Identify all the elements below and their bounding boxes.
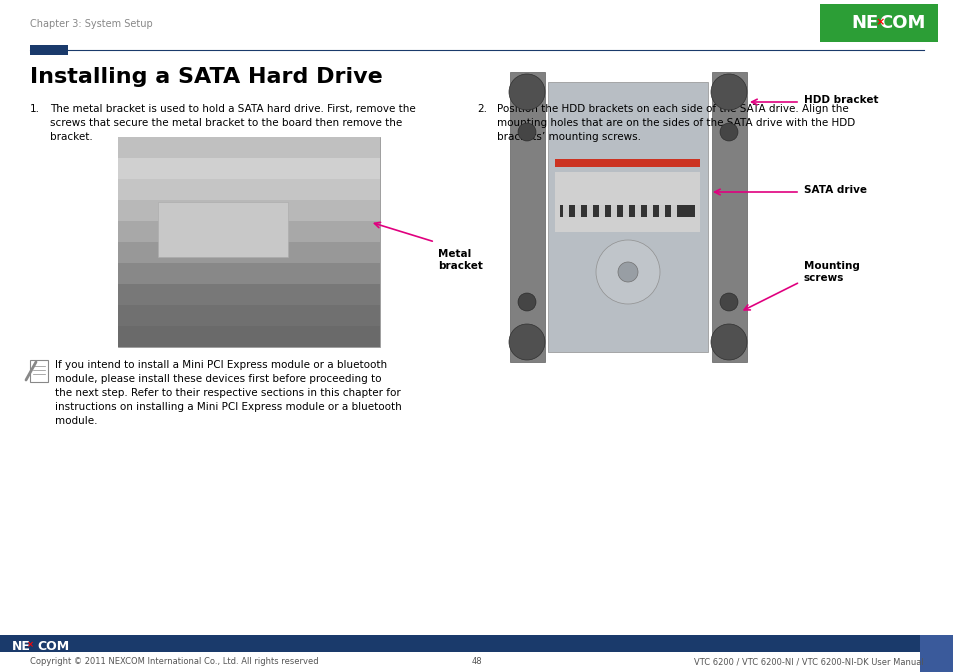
Text: NE: NE <box>851 14 878 32</box>
Bar <box>555 172 700 232</box>
Bar <box>622 205 628 217</box>
Text: COM: COM <box>878 14 924 32</box>
Text: ×: × <box>875 17 883 27</box>
Bar <box>635 205 640 217</box>
Bar <box>118 242 379 263</box>
Circle shape <box>720 293 738 311</box>
Text: Position the HDD brackets on each side of the SATA drive. Align the
mounting hol: Position the HDD brackets on each side o… <box>497 104 854 142</box>
Text: ×: × <box>27 640 33 650</box>
Bar <box>118 200 379 221</box>
Bar <box>118 263 379 284</box>
Text: Metal
bracket: Metal bracket <box>437 249 482 271</box>
Bar <box>711 72 746 362</box>
Text: Installing a SATA Hard Drive: Installing a SATA Hard Drive <box>30 67 382 87</box>
Text: 2.: 2. <box>476 104 486 114</box>
Bar <box>0 652 953 672</box>
Text: VTC 6200 / VTC 6200-NI / VTC 6200-NI-DK User Manual: VTC 6200 / VTC 6200-NI / VTC 6200-NI-DK … <box>694 657 923 667</box>
Bar <box>118 326 379 347</box>
Circle shape <box>710 74 746 110</box>
Bar <box>118 179 379 200</box>
Circle shape <box>720 123 738 141</box>
Text: Copyright © 2011 NEXCOM International Co., Ltd. All rights reserved: Copyright © 2011 NEXCOM International Co… <box>30 657 318 667</box>
Circle shape <box>596 240 659 304</box>
Bar <box>586 205 593 217</box>
Bar <box>659 205 664 217</box>
Bar <box>118 305 379 326</box>
Text: 1.: 1. <box>30 104 40 114</box>
Text: SATA drive: SATA drive <box>803 185 866 195</box>
Circle shape <box>618 262 638 282</box>
Circle shape <box>710 324 746 360</box>
Text: HDD bracket: HDD bracket <box>803 95 878 105</box>
Bar <box>820 4 937 42</box>
Text: If you intend to install a Mini PCI Express module or a bluetooth
module, please: If you intend to install a Mini PCI Expr… <box>55 360 401 426</box>
Bar <box>547 82 707 352</box>
Bar <box>118 137 379 158</box>
Bar <box>562 205 568 217</box>
Bar <box>118 284 379 305</box>
Bar <box>610 205 617 217</box>
Circle shape <box>517 123 536 141</box>
Bar <box>646 205 652 217</box>
Bar <box>510 72 544 362</box>
Bar <box>555 159 700 167</box>
Bar <box>919 635 953 672</box>
Text: Mounting
screws: Mounting screws <box>803 261 859 283</box>
Circle shape <box>509 74 544 110</box>
Circle shape <box>517 293 536 311</box>
Bar <box>158 202 288 257</box>
Circle shape <box>509 324 544 360</box>
Text: Chapter 3: System Setup: Chapter 3: System Setup <box>30 19 152 29</box>
Bar <box>30 45 68 55</box>
Text: 48: 48 <box>471 657 482 667</box>
Bar <box>118 221 379 242</box>
Text: The metal bracket is used to hold a SATA hard drive. First, remove the
screws th: The metal bracket is used to hold a SATA… <box>50 104 416 142</box>
Bar <box>559 205 695 217</box>
Bar <box>30 360 48 382</box>
Bar <box>670 205 677 217</box>
Bar <box>0 635 953 672</box>
Bar <box>118 158 379 179</box>
Bar <box>118 137 379 347</box>
Text: NE: NE <box>12 640 30 653</box>
Bar <box>598 205 604 217</box>
Bar <box>575 205 580 217</box>
Text: COM: COM <box>37 640 69 653</box>
